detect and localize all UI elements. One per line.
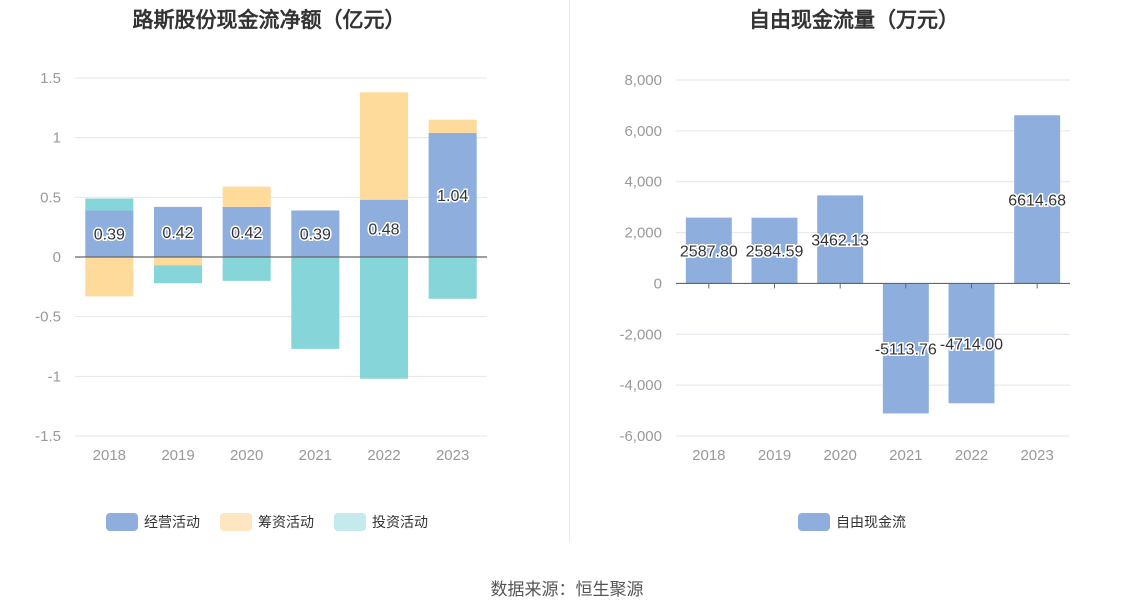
legend-swatch-financing [220, 513, 252, 531]
data-label: 0.39 [94, 227, 125, 244]
data-label: 1.04 [437, 188, 468, 205]
x-tick-label: 2021 [299, 447, 332, 464]
y-tick-label: 0 [654, 275, 662, 292]
legend-item-operating[interactable]: 经营活动 [106, 512, 200, 532]
bar-投资活动-2023 [428, 257, 477, 299]
data-label: 3462.13 [811, 232, 869, 249]
bar-经营活动-2023 [428, 132, 477, 257]
data-label: 0.42 [162, 225, 193, 242]
y-tick-label: 0.5 [40, 189, 61, 206]
x-tick-label: 2018 [93, 447, 126, 464]
y-tick-label: 8,000 [624, 72, 662, 89]
legend-item-investing[interactable]: 投资活动 [334, 512, 428, 532]
data-label: 6614.68 [1008, 192, 1066, 209]
x-tick-label: 2018 [692, 447, 725, 464]
bar-经营活动-2019 [153, 206, 203, 257]
bar-自由现金流-2022 [948, 283, 995, 404]
bar-筹资活动-2023 [428, 119, 477, 133]
bar-经营活动-2020 [222, 206, 271, 257]
y-tick-label: -1.5 [35, 428, 61, 445]
data-label: 2584.59 [746, 244, 804, 261]
bar-经营活动-2021 [291, 210, 340, 257]
legend-swatch-operating [106, 513, 138, 531]
y-tick-label: -0.5 [35, 309, 61, 326]
legend-label-financing: 筹资活动 [258, 515, 314, 531]
data-label: 0.42 [231, 225, 262, 242]
data-source: 数据来源：恒生聚源 [490, 580, 644, 600]
y-tick-label: 1.5 [40, 70, 61, 87]
x-tick-label: 2019 [161, 447, 194, 464]
legend-swatch-free-cashflow [798, 513, 830, 531]
free-cashflow-chart: 8,000 6,000 4,000 2,000 0 -2,000 -4,000 -6,000 2… [619, 72, 1070, 464]
bar-自由现金流-2023 [1014, 115, 1061, 284]
bar-投资活动-2021 [291, 257, 340, 349]
bar-经营活动-2018 [85, 210, 134, 257]
bar-投资活动-2022 [359, 257, 409, 379]
y-tick-label: -1 [48, 368, 61, 385]
data-label: -4714.00 [940, 336, 1003, 353]
x-tick-label: 2022 [955, 447, 988, 464]
x-tick-label: 2020 [230, 447, 263, 464]
y-tick-label: 2,000 [624, 225, 662, 242]
y-tick-label: 4,000 [624, 174, 662, 191]
y-tick-label: -6,000 [619, 428, 662, 445]
cashflow-chart: 1.5 1 0.5 0 -0.5 -1 -1.5 2018 2019 2020 2021 2022 20… [35, 70, 487, 464]
y-tick-label: -2,000 [619, 326, 662, 343]
legend-label-free-cashflow: 自由现金流 [836, 515, 906, 531]
chart-title-cashflow: 路斯股份现金流净额（亿元） [132, 8, 406, 32]
data-label: -5113.76 [875, 341, 937, 358]
bar-筹资活动-2020 [222, 186, 271, 207]
x-tick-label: 2021 [889, 447, 922, 464]
bar-自由现金流-2019 [751, 217, 798, 284]
x-tick-label: 2019 [758, 447, 791, 464]
y-tick-label: 0 [53, 249, 61, 266]
legend-cashflow: 经营活动 筹资活动 投资活动 [106, 512, 440, 532]
data-label: 0.39 [300, 227, 331, 244]
x-tick-label: 2023 [1020, 447, 1053, 464]
legend-swatch-investing [334, 513, 366, 531]
x-tick-label: 2020 [823, 447, 856, 464]
y-tick-label: 6,000 [624, 123, 662, 140]
bar-经营活动-2022 [359, 199, 409, 257]
bar-投资活动-2020 [222, 257, 271, 281]
panel-divider [569, 0, 570, 542]
bar-自由现金流-2021 [882, 283, 929, 414]
legend-item-free-cashflow[interactable]: 自由现金流 [798, 512, 906, 532]
bar-筹资活动-2019 [153, 257, 203, 266]
bar-筹资活动-2022 [359, 92, 409, 200]
bar-筹资活动-2018 [85, 257, 134, 297]
x-tick-label: 2022 [367, 447, 400, 464]
legend-item-financing[interactable]: 筹资活动 [220, 512, 314, 532]
bar-自由现金流-2020 [817, 195, 864, 284]
x-tick-label: 2023 [436, 447, 469, 464]
bar-投资活动-2018 [85, 198, 134, 211]
y-tick-label: -4,000 [619, 377, 662, 394]
data-label: 0.48 [368, 221, 399, 238]
chart-title-free-cashflow: 自由现金流量（万元） [749, 8, 959, 32]
legend-label-investing: 投资活动 [372, 515, 428, 531]
bar-自由现金流-2018 [685, 217, 732, 284]
legend-label-operating: 经营活动 [144, 515, 200, 531]
legend-free-cashflow: 自由现金流 [798, 512, 918, 532]
bar-投资活动-2019 [153, 265, 203, 284]
y-tick-label: 1 [53, 130, 61, 147]
data-label: 2587.80 [680, 244, 738, 261]
